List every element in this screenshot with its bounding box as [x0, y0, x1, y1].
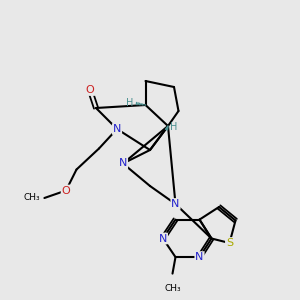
Text: O: O — [61, 185, 70, 196]
Text: CH₃: CH₃ — [164, 284, 181, 293]
Text: H: H — [125, 98, 133, 109]
Text: N: N — [119, 158, 127, 169]
Text: N: N — [171, 199, 180, 209]
Text: N: N — [195, 252, 204, 262]
Text: O: O — [85, 85, 94, 95]
Text: H: H — [170, 122, 178, 132]
Text: N: N — [159, 233, 167, 244]
Text: S: S — [226, 238, 233, 248]
Text: N: N — [113, 124, 121, 134]
Text: CH₃: CH₃ — [23, 194, 40, 202]
